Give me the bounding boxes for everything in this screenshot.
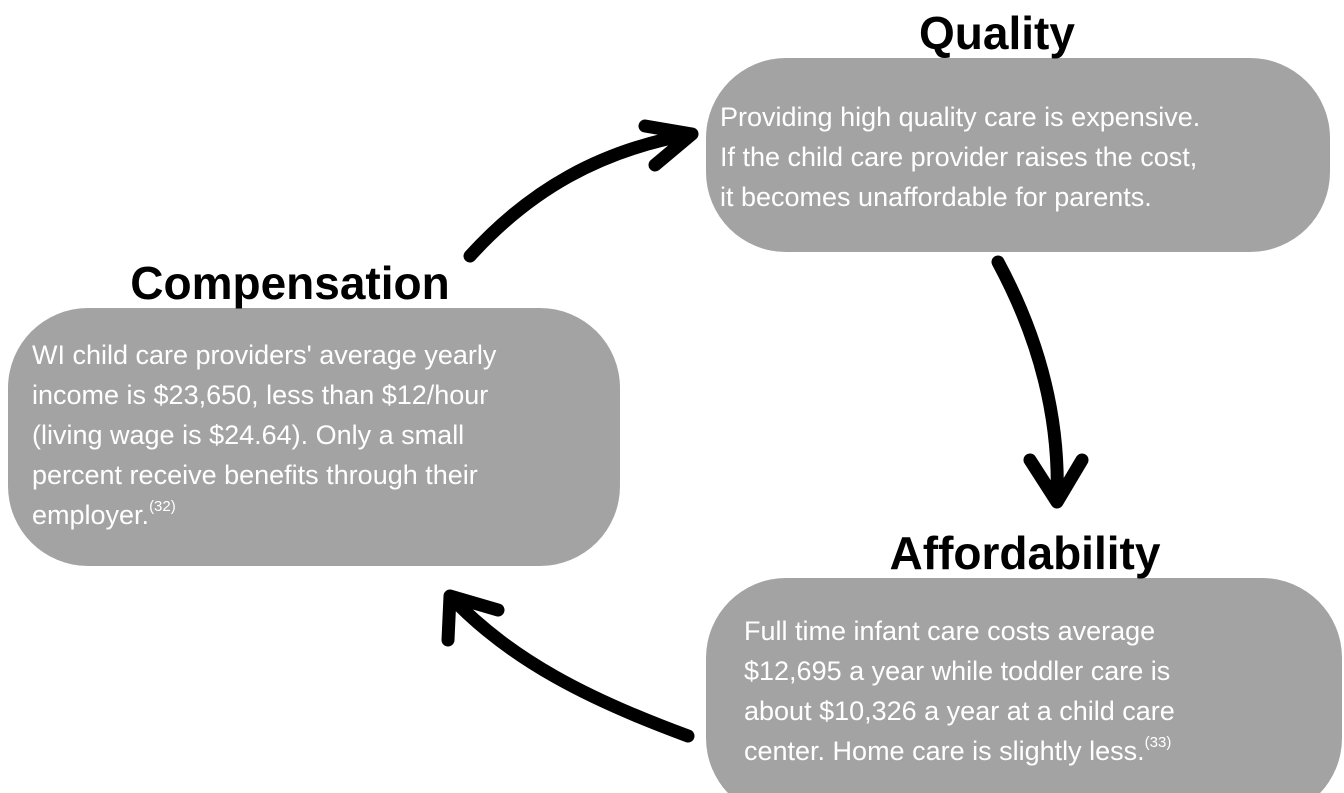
node-text-line: (living wage is $24.64). Only a small	[32, 420, 464, 450]
node: Compensation WI child care providers' ave…	[8, 257, 620, 566]
arrow-to-compensation	[441, 589, 695, 743]
node-text-line: center. Home care is slightly less.(33)	[744, 734, 1171, 766]
node-text-line: employer.(32)	[32, 498, 176, 530]
node-text-line: If the child care provider raises the co…	[720, 142, 1197, 172]
text-line: Full time infant care costs average	[744, 616, 1155, 646]
text-line: percent receive benefits through their	[32, 460, 478, 490]
node-text-line: it becomes unaffordable for parents.	[720, 182, 1152, 212]
node-text-line: percent receive benefits through their	[32, 460, 478, 490]
node-title: Quality	[919, 7, 1075, 59]
text-line: Providing high quality care is expensive…	[720, 102, 1200, 132]
node-title: Compensation	[130, 257, 449, 309]
text-line: If the child care provider raises the co…	[720, 142, 1197, 172]
node-text-line: $12,695 a year while toddler care is	[744, 656, 1170, 686]
node-text-line: income is $23,650, less than $12/hour	[32, 380, 488, 410]
text-line: center. Home care is slightly less.	[744, 736, 1145, 766]
node-box	[706, 58, 1330, 252]
text-line: $12,695 a year while toddler care is	[744, 656, 1170, 686]
text-line: income is $23,650, less than $12/hour	[32, 380, 488, 410]
text-line: WI child care providers' average yearly	[32, 340, 497, 370]
node-box	[8, 308, 620, 566]
node-text-line: Full time infant care costs average	[744, 616, 1155, 646]
arrow-to-quality	[463, 119, 699, 263]
text-line: employer.	[32, 500, 149, 530]
arrow-to-affordability	[991, 255, 1089, 509]
node-title: Affordability	[890, 527, 1161, 579]
node-text-line: Providing high quality care is expensive…	[720, 102, 1200, 132]
node: Affordability Full time infant care costs…	[706, 527, 1342, 793]
node: Quality Providing high quality care is ex…	[706, 7, 1330, 252]
node-text-line: WI child care providers' average yearly	[32, 340, 497, 370]
text-line: about $10,326 a year at a child care	[744, 696, 1175, 726]
text-line: it becomes unaffordable for parents.	[720, 182, 1152, 212]
node-box	[706, 578, 1342, 793]
citation: (33)	[1145, 734, 1172, 751]
node-text-line: about $10,326 a year at a child care	[744, 696, 1175, 726]
text-line: (living wage is $24.64). Only a small	[32, 420, 464, 450]
citation: (32)	[149, 498, 176, 515]
